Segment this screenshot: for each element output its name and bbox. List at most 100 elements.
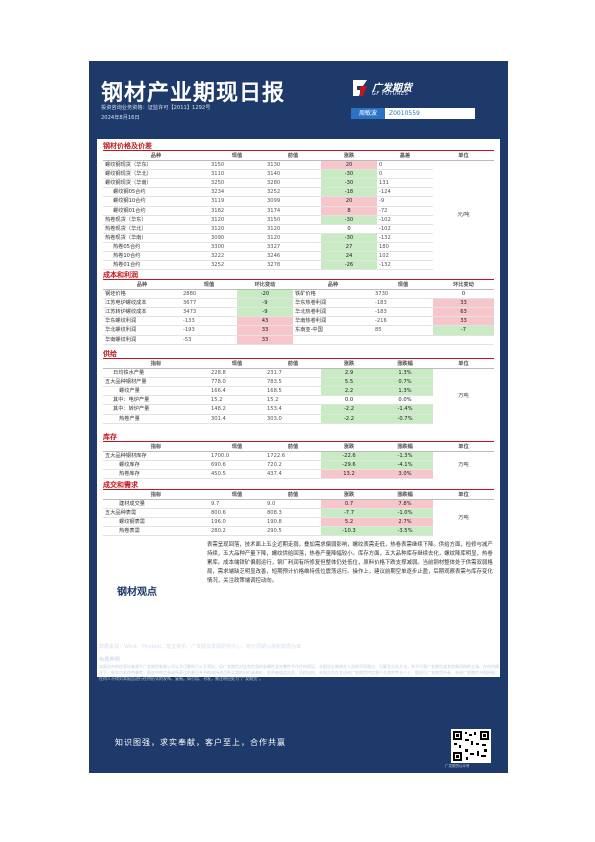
basis-value: 180 [377,242,433,253]
change-percent: -1.4% [377,404,433,415]
column-header: 单位 [433,360,494,370]
previous-value: 3327 [265,242,321,253]
row-name: 螺纹钢01合约 [103,206,209,216]
table-row: 螺纹钢05合约 3234 3252 -18 -124 [103,187,494,198]
change-value: 5.5 [321,377,377,388]
current-value: 3234 [209,187,265,198]
change-percent: 3.0% [377,469,433,480]
disclaimer-text: 本报告中的信息均来源于广发期货有限公司认为可靠的已公开资料，但广发期货对这些信息… [99,664,499,681]
table-row: 华南螺纹利润 -53 33 [103,335,494,345]
change-value: -30 [321,178,377,189]
column-header: 指标 [103,491,209,501]
report-title: 钢材产业期现日报 [101,81,286,106]
change-value: 8 [321,206,377,216]
basis-value: -72 [377,206,433,216]
row-name: 螺纹钢现货（华北） [103,169,209,180]
disclaimer-title: 免责声明 [99,657,120,663]
current-value: 3150 [209,160,265,171]
previous-value: 303.0 [265,414,321,424]
table-row: 热卷现货（华北） 3120 3120 0 -102 [103,224,494,234]
previous-value: 3280 [265,178,321,189]
column-header: 前值 [265,491,321,501]
row-name: 华南螺纹利润 [103,335,181,345]
current-value: 3120 [209,224,265,234]
change-value: -2.2 [321,414,377,424]
table-row: 螺纹钢现货（华南） 3250 3280 -30 131 [103,178,494,189]
change-value: 2.9 [321,368,377,379]
row-name: 东南亚-中国 [293,325,373,336]
table-row: 华东螺纹利润 -133 43 华南热卷利润 -216 33 [103,316,494,327]
change-value: -18 [321,187,377,198]
previous-value: 9.0 [265,499,321,510]
row-name: 五大品种钢材库存 [103,451,209,462]
supply-table: 指标 现值 前值 涨跌 涨跌幅 单位 日均铁水产量 228.8 231.7 2.9 1.3% 万吨 五… [103,360,494,424]
previous-value: 3140 [265,169,321,180]
change-value: -22.6 [321,451,377,462]
previous-value: 808.3 [265,508,321,519]
current-value: 148.2 [209,404,265,415]
current-value: 3119 [209,196,265,207]
row-name: 螺纹钢10合约 [103,196,209,207]
column-header: 单位 [433,491,494,501]
row-name: 热卷现货（华北） [103,224,209,234]
license-info: 投资咨询业务资格：证监许可【2011】1292号 [101,105,211,111]
row-name: 日均铁水产量 [103,368,209,379]
row-name: 钢坯价格 [103,289,181,300]
data-source: 数据来源：Wind、Mysteel、富宝资讯、广发期货发展研究中心，统计周期以最… [99,644,301,650]
table-row: 江苏电炉螺纹成本 3677 -9 华东热卷利润 -183 33 [103,298,494,309]
current-value: 3110 [209,169,265,180]
column-header: 指标 [103,360,209,370]
current-value: 690.6 [209,460,265,471]
current-value: -183 [373,307,433,318]
section-divider [103,279,494,280]
change-percent: 1.3% [377,368,433,379]
change-value: 43 [237,316,293,327]
previous-value: 3099 [265,196,321,207]
change-value: -7.7 [321,508,377,519]
column-header: 前值 [265,360,321,370]
row-name: 螺纹钢表需 [103,517,209,528]
basis-value: 0 [377,160,433,171]
current-value: 3730 [373,289,433,300]
change-value: 33 [433,298,494,309]
current-value: 9.7 [209,499,265,510]
change-value: -30 [321,215,377,225]
current-value: 778.0 [209,377,265,388]
table-row: 热卷现货（华东） 3120 3150 -30 -102 [103,215,494,225]
change-value: -9 [237,307,293,318]
table-row: 热卷01合约 3252 3278 -26 -132 [103,260,494,271]
table-row: 钢坯价格 2880 -20 铁矿价格 3730 0 [103,289,494,300]
table-row: 螺纹钢现货（华东） 3150 3130 20 0 元/吨 [103,160,494,218]
change-value: 33 [237,325,293,336]
column-header: 品种 [293,281,373,291]
current-value: -193 [181,325,237,336]
table-row: 华北螺纹利润 -193 33 东南亚-中国 85 -7 [103,325,494,336]
change-percent: -1.0% [377,508,433,519]
column-header: 前值 [265,443,321,453]
section-divider [103,150,494,151]
row-name [293,335,373,345]
previous-value: 783.5 [265,377,321,388]
cost-table: 品种 现值 环比变动 品种 现值 环比变动 钢坯价格 2880 -20 铁矿价格 3730 0 江苏电… [103,281,494,345]
column-header: 品种 [103,281,181,291]
basis-value: -132 [377,233,433,243]
section-trade-title: 成交和需求 [103,481,138,489]
change-value: -10.3 [321,526,377,537]
current-value: 3090 [209,233,265,243]
table-row: 螺纹钢01合约 3182 3174 8 -72 [103,206,494,216]
previous-value: 3120 [265,233,321,243]
view-label: 钢材观点 [117,587,157,598]
change-percent: 0.7% [377,377,433,388]
change-percent: 0.0% [377,395,433,406]
table-row: 螺纹钢现货（华北） 3110 3140 -30 0 [103,169,494,180]
row-name: 螺纹库存 [103,460,209,471]
current-value: 3252 [209,260,265,271]
change-value: 33 [237,335,293,345]
qr-caption: 广发期货公众号 [445,764,470,768]
basis-value: -102 [377,215,433,225]
change-percent: 2.7% [377,517,433,528]
row-name: 铁矿价格 [293,289,373,300]
current-value: 85 [373,325,433,336]
change-value: -30 [321,169,377,180]
table-row: 热卷库存 450.5 437.4 13.2 3.0% [103,469,494,480]
